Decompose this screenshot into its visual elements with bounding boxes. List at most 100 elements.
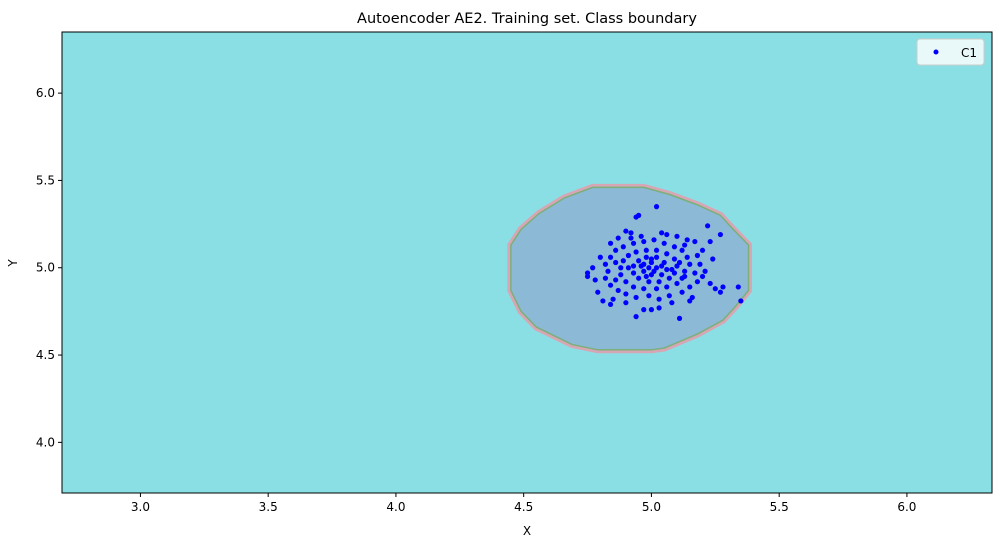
y-tick-label: 5.5 xyxy=(36,173,55,187)
data-point xyxy=(597,254,603,260)
data-point xyxy=(584,273,591,280)
data-point xyxy=(638,233,644,239)
data-point xyxy=(633,314,639,320)
data-point xyxy=(659,272,665,278)
data-point xyxy=(607,282,614,288)
data-point xyxy=(653,286,660,292)
data-point xyxy=(630,284,637,290)
data-point xyxy=(682,268,688,274)
data-point xyxy=(682,273,688,280)
data-point xyxy=(687,298,693,304)
data-point xyxy=(643,247,649,253)
data-point xyxy=(712,286,718,292)
data-point xyxy=(646,279,652,285)
y-tick-label: 5.0 xyxy=(36,261,55,275)
data-point xyxy=(653,247,660,253)
data-point xyxy=(653,204,660,210)
data-point xyxy=(656,296,662,302)
data-point xyxy=(636,212,642,218)
data-point xyxy=(717,231,724,238)
legend-box xyxy=(916,38,985,66)
data-point xyxy=(623,279,629,285)
data-point xyxy=(697,261,703,267)
data-point xyxy=(638,263,644,269)
data-point xyxy=(687,284,693,290)
legend: C1 xyxy=(916,38,985,66)
data-point xyxy=(630,270,637,276)
data-point xyxy=(676,259,683,266)
data-point xyxy=(623,300,629,306)
x-axis-label: X xyxy=(523,524,531,538)
data-point xyxy=(607,254,614,260)
data-point xyxy=(699,273,706,280)
data-point xyxy=(692,238,698,245)
data-point xyxy=(707,238,713,245)
data-point xyxy=(646,293,652,299)
data-point xyxy=(625,265,632,271)
data-point xyxy=(674,280,680,287)
data-point xyxy=(674,233,680,239)
data-point xyxy=(623,228,629,234)
x-tick-label: 5.0 xyxy=(642,500,661,514)
data-point xyxy=(682,242,688,248)
data-point xyxy=(630,240,637,246)
x-tick-label: 3.5 xyxy=(259,500,278,514)
data-point xyxy=(738,298,744,304)
data-point xyxy=(720,284,726,290)
x-tick-label: 4.0 xyxy=(386,500,405,514)
y-tick-label: 6.0 xyxy=(36,86,55,100)
data-point xyxy=(636,258,642,264)
data-point xyxy=(613,277,619,283)
data-point xyxy=(623,291,629,297)
data-point xyxy=(636,275,642,281)
data-point xyxy=(661,240,667,246)
data-point xyxy=(656,279,662,285)
data-point xyxy=(669,266,675,273)
x-tick-label: 6.0 xyxy=(897,500,916,514)
data-point xyxy=(684,237,690,243)
data-point xyxy=(590,265,596,271)
data-point xyxy=(646,265,652,271)
plot-area xyxy=(61,31,993,494)
data-point xyxy=(633,249,639,255)
data-point xyxy=(664,266,670,273)
data-point xyxy=(602,261,609,267)
data-point xyxy=(628,235,634,241)
x-tick-label: 4.5 xyxy=(514,500,533,514)
data-point xyxy=(717,289,724,295)
data-point xyxy=(707,280,713,287)
data-point xyxy=(669,300,675,306)
data-point xyxy=(710,256,716,262)
x-tick-label: 3.0 xyxy=(131,500,150,514)
data-point xyxy=(694,252,701,259)
data-point xyxy=(651,237,657,243)
data-point xyxy=(679,289,685,295)
data-point xyxy=(694,279,701,285)
plot-frame xyxy=(61,31,993,494)
data-point xyxy=(618,265,624,271)
data-point xyxy=(692,270,698,276)
data-point xyxy=(600,298,606,304)
data-point xyxy=(628,230,634,236)
data-point xyxy=(620,244,626,250)
data-point xyxy=(679,247,685,253)
data-point xyxy=(664,284,670,290)
x-axis: 3.0 3.5 4.0 4.5 5.0 5.5 6.0 xyxy=(131,493,916,514)
legend-label: C1 xyxy=(961,46,977,60)
data-point xyxy=(648,256,655,262)
data-point xyxy=(656,305,662,311)
data-point xyxy=(687,261,693,267)
data-point xyxy=(684,254,690,260)
y-tick-label: 4.0 xyxy=(36,435,55,449)
data-point xyxy=(605,268,611,274)
data-point xyxy=(602,275,609,281)
data-point xyxy=(702,268,708,274)
data-point xyxy=(613,247,619,253)
x-tick-label: 5.5 xyxy=(770,500,789,514)
data-point xyxy=(659,263,665,269)
data-point xyxy=(664,251,670,257)
data-point xyxy=(676,315,683,321)
data-point xyxy=(664,231,670,238)
data-point xyxy=(641,286,647,292)
